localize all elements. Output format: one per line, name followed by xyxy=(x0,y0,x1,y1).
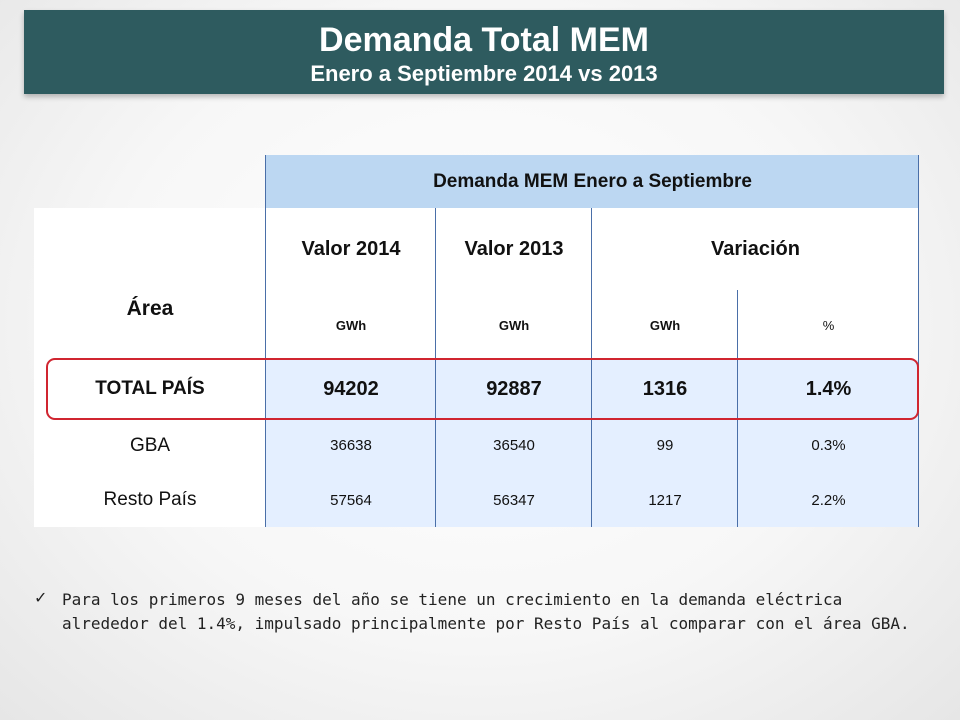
area-column-header: Área xyxy=(34,208,266,360)
row-total-2014: 94202 xyxy=(266,360,436,418)
title-banner: Demanda Total MEM Enero a Septiembre 201… xyxy=(24,10,944,94)
unit-2014: GWh xyxy=(266,290,436,360)
row-total-var-gwh: 1316 xyxy=(592,360,738,418)
row-total-area: TOTAL PAÍS xyxy=(34,360,266,418)
row-resto-2014: 57564 xyxy=(266,473,436,527)
bullet-text: Para los primeros 9 meses del año se tie… xyxy=(62,590,910,633)
unit-var-pct: % xyxy=(738,290,919,360)
column-header-variacion: Variación xyxy=(592,208,919,290)
page-title: Demanda Total MEM xyxy=(319,21,649,59)
unit-var-gwh: GWh xyxy=(592,290,738,360)
column-header-2013: Valor 2013 xyxy=(436,208,592,290)
page-subtitle: Enero a Septiembre 2014 vs 2013 xyxy=(310,61,658,86)
row-gba-2013: 36540 xyxy=(436,418,592,473)
grid-line xyxy=(265,155,266,527)
row-resto-2013: 56347 xyxy=(436,473,592,527)
unit-2013: GWh xyxy=(436,290,592,360)
grid-line xyxy=(591,208,592,527)
demand-table: Demanda MEM Enero a Septiembre Área Valo… xyxy=(34,155,919,527)
table-group-header: Demanda MEM Enero a Septiembre xyxy=(266,155,919,208)
row-gba-var-pct: 0.3% xyxy=(738,418,919,473)
row-gba-var-gwh: 99 xyxy=(592,418,738,473)
row-gba-2014: 36638 xyxy=(266,418,436,473)
row-total-var-pct: 1.4% xyxy=(738,360,919,418)
grid-line xyxy=(737,290,738,527)
check-icon: ✓ xyxy=(34,588,48,607)
grid-line xyxy=(918,155,919,527)
row-gba-area: GBA xyxy=(34,418,266,473)
grid-line xyxy=(435,208,436,527)
row-total-2013: 92887 xyxy=(436,360,592,418)
total-row-highlight xyxy=(46,358,919,420)
row-resto-var-gwh: 1217 xyxy=(592,473,738,527)
column-header-2014: Valor 2014 xyxy=(266,208,436,290)
row-resto-area: Resto País xyxy=(34,473,266,527)
row-resto-var-pct: 2.2% xyxy=(738,473,919,527)
